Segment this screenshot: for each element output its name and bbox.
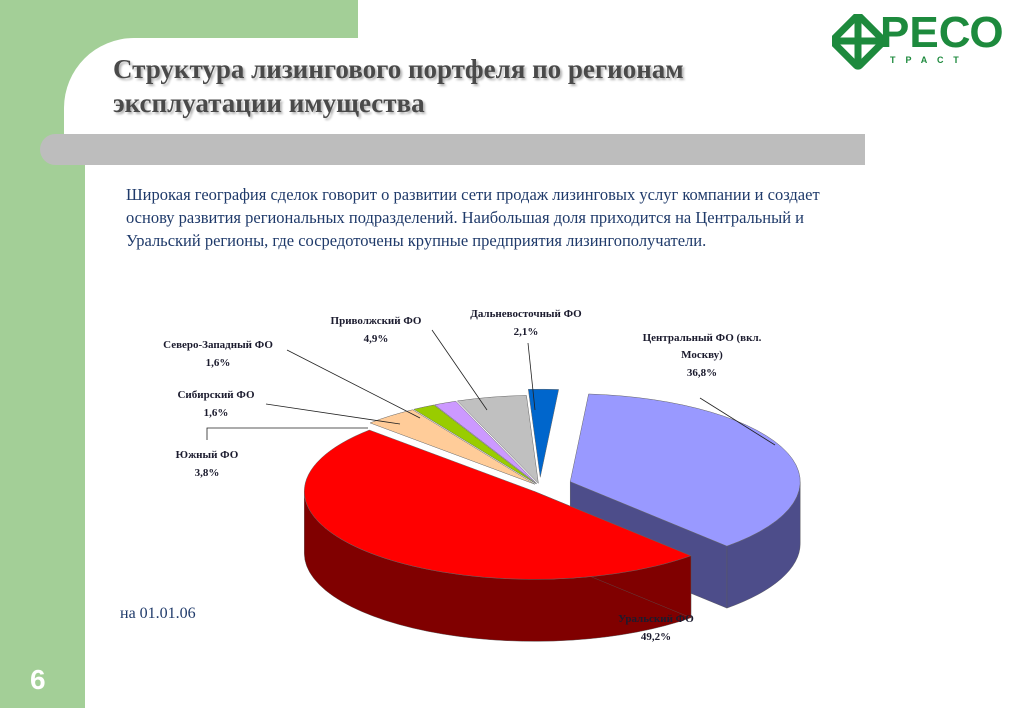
logo-subtitle: ТРАСТ: [890, 55, 969, 65]
title-panel: [64, 38, 484, 138]
title-underline-bar: [40, 134, 865, 165]
slice-value-label-1: 49,2%: [641, 631, 671, 643]
pie-slice-5: [456, 395, 539, 485]
slice-label-6: Дальневосточный ФО: [470, 308, 582, 320]
slice-value-label-2: 3,8%: [195, 467, 220, 479]
slice-label-1: Уральский ФО: [618, 613, 694, 625]
reso-logo-icon: [832, 14, 887, 70]
chart-labels: Центральный ФО (вкл. Москву) 36,8% Уральски…: [163, 308, 762, 643]
leader-line-6: [527, 342, 536, 411]
slice-label-5: Приволжский ФО: [331, 315, 422, 327]
slice-label-0-line0: Центральный ФО (вкл.: [643, 332, 762, 344]
slice-value-label-6: 2,1%: [514, 326, 539, 338]
slice-label-2: Южный ФО: [176, 449, 239, 461]
leader-line-3: [265, 403, 401, 425]
leader-lines: [206, 329, 776, 446]
logo-name: РЕСО: [880, 8, 1004, 57]
slice-value-label-3: 1,6%: [204, 407, 229, 419]
leader-line-5: [431, 329, 488, 411]
description-text: Широкая география сделок говорит о разви…: [126, 185, 820, 250]
pie-slice-3: [413, 404, 537, 485]
leader-line-2: [206, 427, 368, 440]
slice-value-label-4: 1,6%: [206, 357, 231, 369]
page-number: 6: [30, 664, 46, 695]
title-line-2: эксплуатации имущества: [113, 88, 425, 118]
slice-label-0-line1: Москву): [681, 349, 723, 361]
slide-title: Структура лизингового портфеля по регион…: [113, 52, 813, 120]
slice-label-4: Северо-Западный ФО: [163, 339, 273, 351]
slice-value-label-0: 36,8%: [687, 367, 717, 379]
pie-slice-6: [528, 388, 559, 478]
report-date: на 01.01.06: [120, 605, 196, 622]
pie-slice-0: [569, 393, 801, 547]
leader-line-0: [699, 397, 776, 446]
leader-line-4: [286, 349, 421, 419]
pie-slice-4: [434, 400, 537, 484]
pie-slice-1: [304, 429, 692, 580]
pie-layer: [304, 388, 801, 642]
slice-label-3: Сибирский ФО: [177, 389, 254, 401]
pie-slice-2: [369, 409, 536, 485]
slice-value-label-5: 4,9%: [364, 333, 389, 345]
title-line-1: Структура лизингового портфеля по регион…: [113, 54, 684, 84]
